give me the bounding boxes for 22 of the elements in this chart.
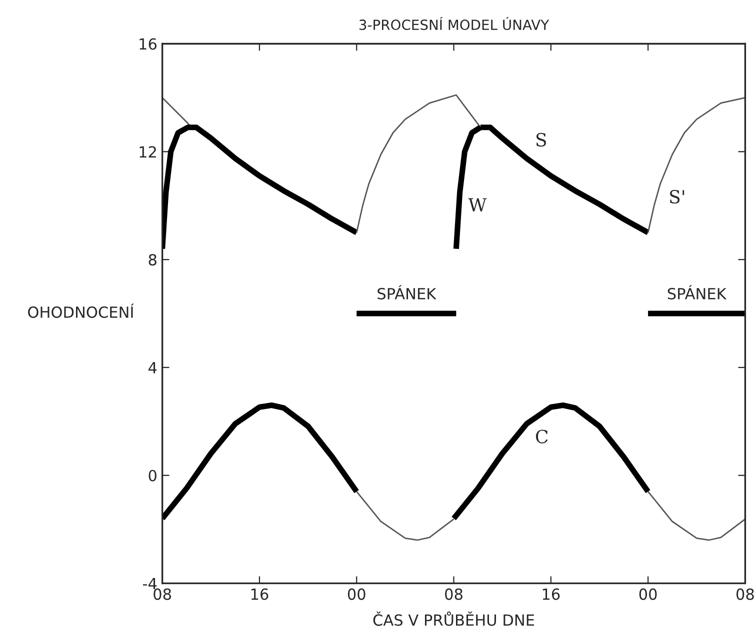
x-tick-label: 16 xyxy=(542,588,560,600)
y-tick-label: 16 xyxy=(140,38,156,50)
x-tick-label: 08 xyxy=(154,588,171,600)
y-tick-label: 0 xyxy=(148,470,156,482)
series-label: W xyxy=(468,198,487,212)
series-label: C xyxy=(536,430,548,444)
x-tick-label: 16 xyxy=(251,588,268,600)
series-label: S xyxy=(536,132,546,147)
x-tick-label: 08 xyxy=(736,588,754,600)
series-label: SPÁNEK xyxy=(378,285,436,300)
x-tick-label: 00 xyxy=(348,588,366,600)
y-axis-title: OHODNOCENÍ xyxy=(28,304,134,318)
x-tick-label: 00 xyxy=(639,588,657,600)
x-tick-label: 08 xyxy=(445,588,462,600)
y-tick-label: 12 xyxy=(140,146,156,158)
series-label: S' xyxy=(670,190,684,204)
y-tick-label: 8 xyxy=(148,254,156,266)
x-axis-title: ČAS V PRŮBĚHU DNE xyxy=(373,611,534,626)
y-tick-label: -4 xyxy=(142,578,157,590)
series-label: SPÁNEK xyxy=(668,285,727,300)
y-tick-label: 4 xyxy=(148,362,157,374)
chart-title: 3-PROCESNÍ MODEL ÚNAVY xyxy=(359,17,550,30)
